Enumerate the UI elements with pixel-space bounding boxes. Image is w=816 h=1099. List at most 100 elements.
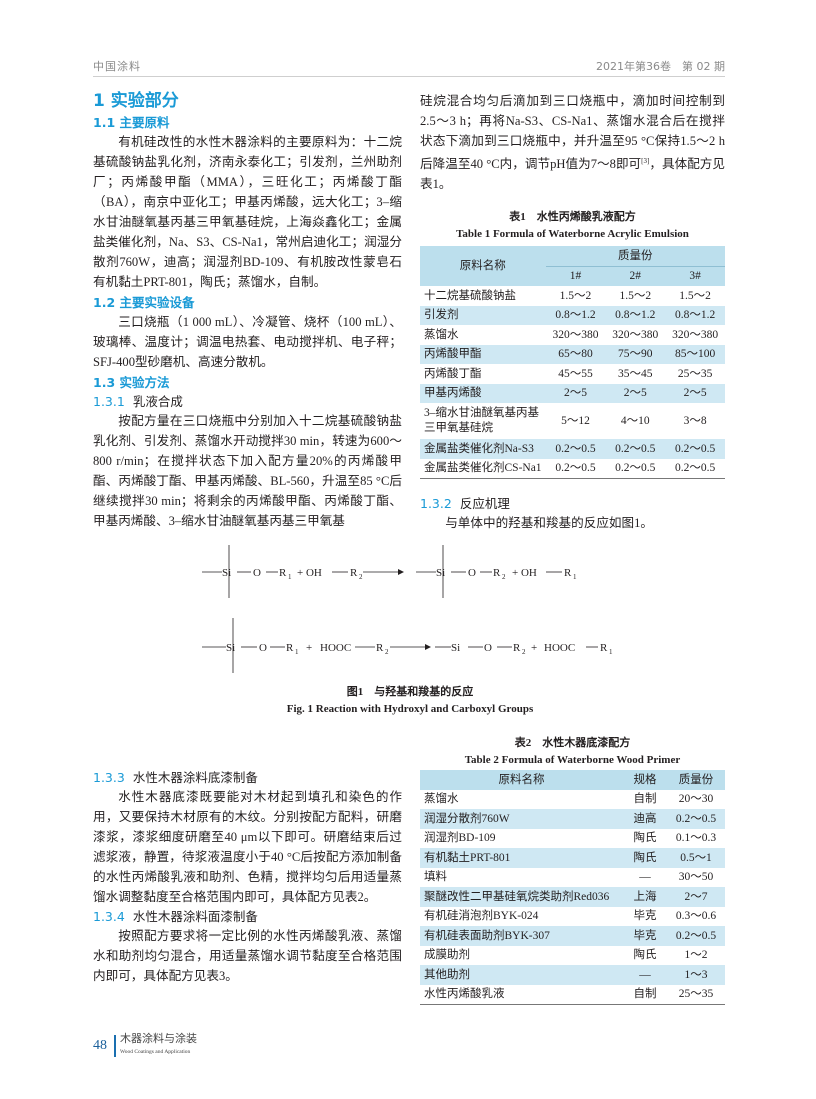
cell-value: 0.1～0.3 <box>675 832 717 845</box>
formula-token: O <box>468 567 476 579</box>
formula-token: O <box>484 642 492 654</box>
cell-material: 金属盐类催化剂Na-S3 <box>424 442 534 455</box>
cell-value: 0.8～1.2 <box>615 309 656 322</box>
cell-value: 1.5～2 <box>619 289 652 302</box>
table-row: 其他助剂 — 1～3 <box>420 965 725 985</box>
cell-spec: — <box>639 968 651 981</box>
cell-value: 30～50 <box>678 871 714 884</box>
formula-token: HOOC <box>544 642 575 654</box>
cell-material: 其他助剂 <box>424 968 470 981</box>
cell-value: 65～80 <box>558 348 593 361</box>
cell-value: 5～12 <box>561 415 590 427</box>
table-row: 蒸馏水 自制 20～30 <box>420 790 725 810</box>
table-caption-cn: 表1 水性丙烯酸乳液配方 <box>509 211 636 223</box>
cell-value: 0.8～1.2 <box>674 309 716 322</box>
column-header: 原料名称 <box>459 260 506 272</box>
cell-value: 2～7 <box>684 890 708 903</box>
subscript: 2 <box>385 648 389 656</box>
table-row: 3–缩水甘油醚氧基丙基三甲氧基硅烷 5～12 4～10 3～8 <box>420 403 725 439</box>
cell-spec: 毕克 <box>633 929 657 942</box>
cell-spec: 陶氏 <box>633 832 657 845</box>
cell-value: 25～35 <box>667 984 725 1005</box>
cell-value: 25～35 <box>677 367 713 380</box>
section-heading: 1 实验部分 <box>93 91 179 111</box>
cell-value: 0.2～0.5 <box>665 458 725 479</box>
column-header: 3# <box>689 270 701 283</box>
cell-material: 有机硅消泡剂BYK-024 <box>424 910 539 923</box>
heading-number: 1.3.2 <box>420 496 452 511</box>
footer-divider <box>114 1035 116 1057</box>
subsubsection-heading: 1.3.4 水性木器涂料面漆制备 <box>93 908 402 926</box>
cell-value: 2～5 <box>563 387 587 400</box>
column-header: 2# <box>629 270 642 283</box>
cell-value: 1～3 <box>684 968 708 981</box>
subsubsection-heading: 1.3.1 乳液合成 <box>93 393 402 411</box>
paragraph: 有机硅改性的水性木器涂料的主要原料为：十二烷基硫酸钠盐乳化剂，济南永泰化工；引发… <box>93 135 402 289</box>
cell-material: 蒸馏水 <box>424 793 459 806</box>
cell-material: 有机硅表面助剂BYK-307 <box>424 929 550 942</box>
column-header: 质量份 <box>678 773 714 786</box>
cell-material: 十二烷基硫酸钠盐 <box>424 289 516 302</box>
cell-value: 0.2～0.5 <box>615 442 656 455</box>
table-row: 润湿剂BD-109 陶氏 0.1～0.3 <box>420 829 725 849</box>
table-caption-en: Table 1 Formula of Waterborne Acrylic Em… <box>456 228 689 240</box>
subscript: 1 <box>609 648 613 656</box>
cell-material: 水性丙烯酸乳液 <box>420 984 623 1005</box>
table-1: 原料名称 质量份 1# 2# 3# 十二烷基硫酸钠盐 1.5～2 1.5～2 1.5～2 引发… <box>420 246 725 479</box>
formula-token: Si <box>222 567 231 579</box>
cell-value: 0.2～0.5 <box>675 929 717 942</box>
formula-token: R <box>350 567 358 579</box>
formula-token: O <box>253 567 261 579</box>
table-row: 聚醚改性二甲基硅氧烷类助剂Red036 上海 2～7 <box>420 887 725 907</box>
cell-value: 1.5～2 <box>679 289 711 302</box>
cell-spec: — <box>639 871 651 884</box>
table-caption-cn: 表2 水性木器底漆配方 <box>514 737 631 749</box>
cell-value: 45～55 <box>558 367 593 380</box>
footer-journal-cn: 木器涂料与涂装 <box>120 1032 197 1045</box>
table-row: 有机黏土PRT-801 陶氏 0.5～1 <box>420 848 725 868</box>
formula-token: + OH <box>297 567 322 579</box>
subscript: 2 <box>359 573 363 581</box>
cell-material: 聚醚改性二甲基硅氧烷类助剂Red036 <box>424 890 610 903</box>
cell-value: 320～380 <box>672 328 719 341</box>
cell-material: 丙烯酸丁酯 <box>424 367 482 380</box>
cell-value: 35～45 <box>618 367 653 380</box>
paragraph: 三口烧瓶（1 000 mL）、冷凝管、烧杯（100 mL）、玻璃棒、温度计；调温… <box>93 315 402 369</box>
subscript: 2 <box>502 573 506 581</box>
table-row: 蒸馏水 320～380 320～380 320～380 <box>420 325 725 345</box>
paragraph: 硅烷混合均匀后滴加到三口烧瓶中，滴加时间控制到2.5～3 h；再将Na-S3、C… <box>420 91 725 194</box>
subsection-heading: 1.2 主要实验设备 <box>93 295 195 310</box>
heading-number: 1.3.3 <box>93 770 125 785</box>
cell-spec: 自制 <box>623 984 667 1005</box>
left-column-top: 1 实验部分 1.1 主要原料 有机硅改性的水性木器涂料的主要原料为：十二烷基硫… <box>93 88 402 531</box>
column-header: 原料名称 <box>498 773 545 786</box>
cell-material: 成膜助剂 <box>424 949 470 962</box>
cell-spec: 陶氏 <box>633 949 657 962</box>
issue-info: 2021年第36卷 第 02 期 <box>596 60 725 73</box>
formula-token: O <box>259 642 267 654</box>
column-header: 1# <box>569 270 582 283</box>
citation[interactable]: [3] <box>641 157 650 165</box>
cell-value: 75～90 <box>618 348 653 361</box>
paragraph: 按配方量在三口烧瓶中分别加入十二烷基硫酸钠盐乳化剂、引发剂、蒸馏水开动搅拌30 … <box>93 414 402 528</box>
formula-token: + OH <box>512 567 537 579</box>
paragraph: 与单体中的羟基和羧基的反应如图1。 <box>445 516 653 530</box>
table-row: 有机硅表面助剂BYK-307 毕克 0.2～0.5 <box>420 926 725 946</box>
cell-material: 3–缩水甘油醚氧基丙基三甲氧基硅烷 <box>424 407 539 434</box>
cell-spec: 自制 <box>633 793 657 806</box>
figure-caption-en: Fig. 1 Reaction with Hydroxyl and Carbox… <box>286 703 534 715</box>
cell-value: 0.5～1 <box>680 851 712 864</box>
cell-material: 有机黏土PRT-801 <box>424 851 511 864</box>
cell-spec: 陶氏 <box>633 851 657 864</box>
table-row: 金属盐类催化剂Na-S3 0.2～0.5 0.2～0.5 0.2～0.5 <box>420 439 725 459</box>
subscript: 2 <box>522 648 526 656</box>
column-header: 规格 <box>633 773 657 786</box>
table-row: 十二烷基硫酸钠盐 1.5～2 1.5～2 1.5～2 <box>420 286 725 306</box>
cell-value: 0.2～0.5 <box>605 458 666 479</box>
heading-title: 水性木器涂料底漆制备 <box>132 771 258 785</box>
formula-token: + <box>306 642 312 654</box>
table-row: 丙烯酸甲酯 65～80 75～90 85～100 <box>420 344 725 364</box>
cell-value: 2～5 <box>623 387 647 400</box>
cell-material: 甲基丙烯酸 <box>424 387 482 400</box>
table-2: 原料名称 规格 质量份 蒸馏水 自制 20～30 润湿分散剂760W 迪高 0.2～0.5 润湿… <box>420 770 725 1005</box>
